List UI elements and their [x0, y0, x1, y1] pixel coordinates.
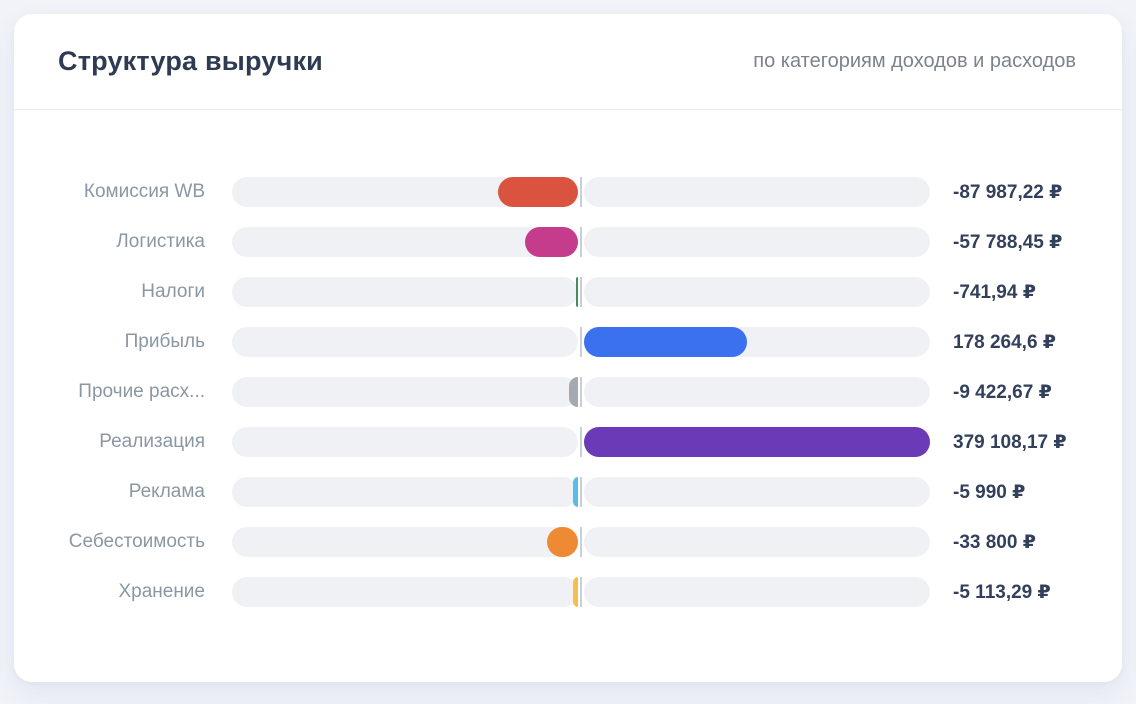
category-label: Реклама [128, 481, 205, 502]
category-label: Себестоимость [68, 531, 205, 552]
value-label: -57 788,45 ₽ [953, 231, 1063, 253]
negative-track [232, 577, 578, 607]
zero-axis-divider [580, 227, 582, 257]
value-bar[interactable] [547, 527, 578, 557]
zero-axis-divider [580, 327, 582, 357]
negative-track [232, 527, 578, 557]
bar-area [232, 277, 930, 307]
positive-track [584, 427, 930, 457]
page-title: Структура выручки [58, 46, 323, 76]
value-label: 178 264,6 ₽ [953, 331, 1057, 353]
category-label: Логистика [116, 231, 205, 252]
value-bar[interactable] [572, 477, 578, 507]
diverging-bar-chart: Комиссия WB -87 987,22 ₽ Логистика -57 7… [14, 110, 1122, 607]
bar-area [232, 177, 930, 207]
value-bar[interactable] [525, 227, 578, 257]
positive-track [584, 227, 930, 257]
value-bar[interactable] [584, 327, 747, 357]
category-label: Хранение [118, 581, 205, 602]
revenue-structure-card: Структура выручки по категориям доходов … [14, 14, 1122, 682]
value-label: -5 990 ₽ [953, 481, 1026, 503]
positive-track [584, 177, 930, 207]
chart-row: Себестоимость -33 800 ₽ [14, 527, 1122, 557]
bar-area [232, 427, 930, 457]
category-label: Прибыль [124, 331, 205, 352]
value-label: 379 108,17 ₽ [953, 431, 1067, 453]
negative-track [232, 227, 578, 257]
chart-row: Хранение -5 113,29 ₽ [14, 577, 1122, 607]
negative-track [232, 177, 578, 207]
bar-area [232, 227, 930, 257]
chart-row: Налоги -741,94 ₽ [14, 277, 1122, 307]
value-bar[interactable] [573, 577, 578, 607]
value-bar[interactable] [569, 377, 578, 407]
bar-area [232, 577, 930, 607]
card-header: Структура выручки по категориям доходов … [14, 14, 1122, 110]
negative-track [232, 427, 578, 457]
zero-axis-divider [580, 377, 582, 407]
category-label: Прочие расх... [78, 381, 205, 402]
positive-track [584, 527, 930, 557]
zero-axis-divider [580, 477, 582, 507]
value-label: -9 422,67 ₽ [953, 381, 1052, 403]
page-subtitle: по категориям доходов и расходов [753, 50, 1076, 72]
category-label: Реализация [99, 431, 205, 452]
positive-track [584, 477, 930, 507]
negative-track [232, 327, 578, 357]
chart-row: Прибыль 178 264,6 ₽ [14, 327, 1122, 357]
positive-track [584, 327, 930, 357]
chart-row: Комиссия WB -87 987,22 ₽ [14, 177, 1122, 207]
positive-track [584, 277, 930, 307]
zero-axis-divider [580, 527, 582, 557]
positive-track [584, 377, 930, 407]
zero-axis-divider [580, 277, 582, 307]
negative-track [232, 377, 578, 407]
positive-track [584, 577, 930, 607]
zero-axis-divider [580, 577, 582, 607]
bar-area [232, 377, 930, 407]
chart-row: Реализация 379 108,17 ₽ [14, 427, 1122, 457]
category-label: Налоги [141, 281, 205, 302]
bar-area [232, 527, 930, 557]
value-bar[interactable] [497, 177, 578, 207]
zero-axis-divider [580, 427, 582, 457]
chart-row: Логистика -57 788,45 ₽ [14, 227, 1122, 257]
value-label: -33 800 ₽ [953, 531, 1036, 553]
value-label: -87 987,22 ₽ [953, 181, 1063, 203]
category-label: Комиссия WB [83, 181, 205, 202]
zero-axis-divider [580, 177, 582, 207]
value-bar[interactable] [584, 427, 930, 457]
chart-row: Прочие расх... -9 422,67 ₽ [14, 377, 1122, 407]
value-label: -741,94 ₽ [953, 281, 1036, 303]
bar-area [232, 477, 930, 507]
negative-track [232, 277, 578, 307]
negative-track [232, 477, 578, 507]
chart-row: Реклама -5 990 ₽ [14, 477, 1122, 507]
bar-area [232, 327, 930, 357]
value-bar[interactable] [575, 277, 578, 307]
value-label: -5 113,29 ₽ [953, 581, 1051, 603]
